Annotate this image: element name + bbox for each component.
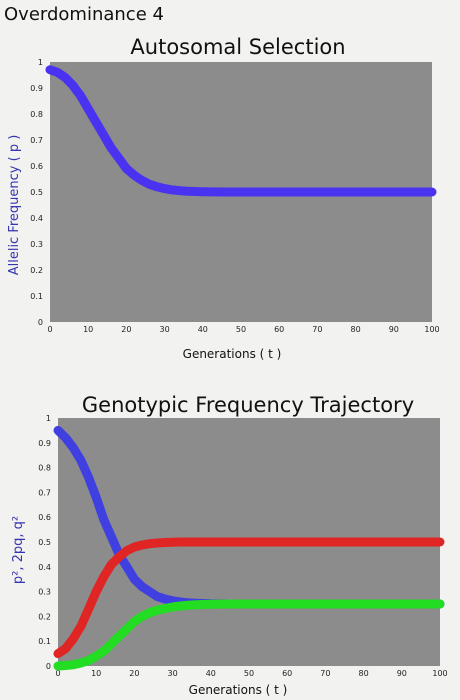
x-tick-label: 20 — [129, 669, 139, 678]
y-tick-label: 0.6 — [38, 513, 51, 522]
genotypic-frequency-chart: Genotypic Frequency Trajectory 0 0.1 0.2 0.… — [11, 393, 448, 697]
y-tick-label: 0.6 — [30, 162, 43, 171]
chart-title: Autosomal Selection — [130, 35, 345, 59]
x-tick-label: 0 — [47, 325, 52, 334]
y-tick-label: 0.1 — [30, 292, 43, 301]
y-tick-label: 0.8 — [30, 110, 43, 119]
x-tick-label: 60 — [274, 325, 284, 334]
y-axis-label: Allelic Frequency ( p ) — [7, 135, 22, 276]
x-tick-labels: 0 10 20 30 40 50 60 70 80 90 100 — [47, 325, 439, 334]
x-tick-label: 90 — [389, 325, 399, 334]
x-axis-label: Generations ( t ) — [183, 347, 282, 361]
y-tick-label: 0.4 — [30, 214, 43, 223]
x-tick-label: 20 — [121, 325, 131, 334]
y-tick-label: 0.1 — [38, 637, 51, 646]
x-tick-label: 80 — [359, 669, 369, 678]
x-tick-label: 90 — [397, 669, 407, 678]
x-tick-label: 100 — [424, 325, 439, 334]
y-tick-label: 0.4 — [38, 563, 51, 572]
series-line — [53, 537, 445, 659]
x-tick-label: 50 — [244, 669, 254, 678]
y-tick-labels: 0 0.1 0.2 0.3 0.4 0.5 0.6 0.7 0.8 0.9 1 — [38, 414, 51, 671]
x-tick-label: 10 — [91, 669, 101, 678]
allelic-frequency-chart: Autosomal Selection 00.10.20.30.40.50.60… — [7, 35, 440, 361]
series-line — [45, 65, 437, 197]
y-tick-label: 0.5 — [30, 188, 43, 197]
x-tick-label: 70 — [312, 325, 322, 334]
y-tick-label: 0 — [46, 662, 51, 671]
x-tick-label: 50 — [236, 325, 246, 334]
y-tick-label: 0 — [38, 318, 43, 327]
x-tick-label: 100 — [432, 669, 447, 678]
x-tick-label: 60 — [282, 669, 292, 678]
x-tick-label: 70 — [320, 669, 330, 678]
y-tick-label: 0.9 — [30, 84, 43, 93]
x-axis-label: Generations ( t ) — [189, 683, 288, 697]
y-tick-label: 0.2 — [30, 266, 43, 275]
x-tick-label: 30 — [168, 669, 178, 678]
y-tick-label: 1 — [46, 414, 51, 423]
x-tick-label: 40 — [206, 669, 216, 678]
x-tick-labels: 0 10 20 30 40 50 60 70 80 90 100 — [55, 669, 447, 678]
y-tick-label: 0.3 — [38, 588, 51, 597]
y-tick-label: 1 — [38, 58, 43, 67]
y-tick-labels: 0 0.1 0.2 0.3 0.4 0.5 0.6 0.7 0.8 0.9 1 — [30, 58, 43, 327]
x-tick-label: 10 — [83, 325, 93, 334]
page-title: Overdominance 4 — [4, 4, 164, 25]
series-group — [53, 425, 445, 671]
x-tick-label: 80 — [351, 325, 361, 334]
y-tick-label: 0.7 — [30, 136, 43, 145]
chart-title: Genotypic Frequency Trajectory — [82, 393, 414, 417]
x-tick-label: 0 — [55, 669, 60, 678]
y-axis-label: p², 2pq, q² — [11, 516, 26, 584]
y-tick-label: 0.9 — [38, 439, 51, 448]
x-tick-label: 30 — [160, 325, 170, 334]
series-line — [53, 599, 445, 671]
y-tick-label: 0.8 — [38, 464, 51, 473]
y-tick-label: 0.2 — [38, 612, 51, 621]
y-tick-label: 0.5 — [38, 538, 51, 547]
series-group — [45, 65, 437, 197]
y-tick-label: 0.3 — [30, 240, 43, 249]
y-tick-label: 0.7 — [38, 488, 51, 497]
x-tick-label: 40 — [198, 325, 208, 334]
